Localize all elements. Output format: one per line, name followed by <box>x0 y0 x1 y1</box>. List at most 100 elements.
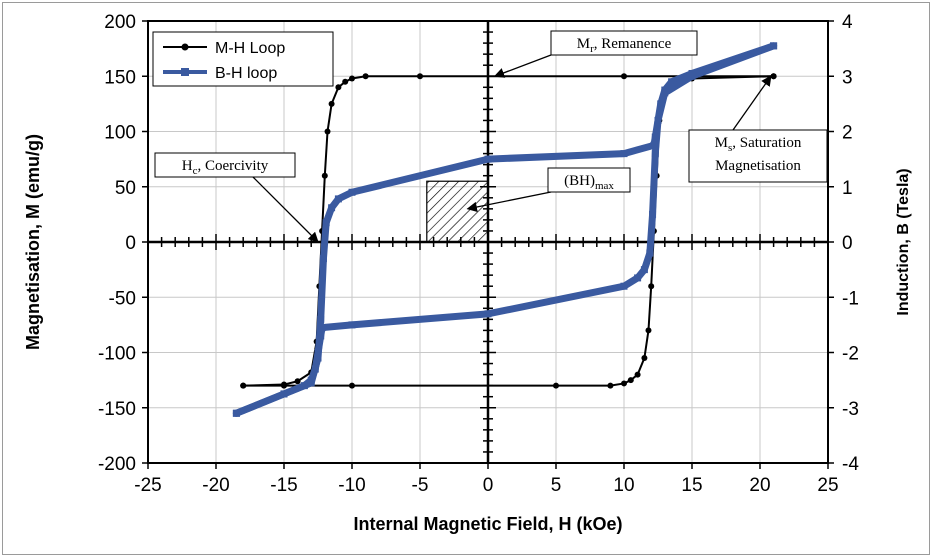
data-point <box>641 355 648 362</box>
legend-marker <box>181 43 189 51</box>
data-point <box>307 376 315 384</box>
annotation-arrow <box>466 191 552 213</box>
legend-label: M-H Loop <box>215 40 285 57</box>
annotation-box <box>154 152 296 178</box>
annotation-box <box>550 30 698 56</box>
annotations: Mr, Remanence Hc, Coercivity (BH)max Ms, Sa… <box>154 30 828 243</box>
data-point <box>321 172 328 179</box>
y2-tick-label: 2 <box>842 123 853 144</box>
data-point <box>688 72 696 80</box>
data-point <box>553 382 559 389</box>
y2-tick-label: 1 <box>842 178 853 199</box>
y2-tick-label: 0 <box>842 233 853 254</box>
tick-labels: -25 -20 -15 -10 -5 0 5 10 15 20 25-200-150-100-500… <box>23 12 912 534</box>
y-tick-label: 200 <box>104 12 136 33</box>
data-point <box>640 266 648 274</box>
hysteresis-chart: Mr, Remanence Hc, Coercivity (BH)max Ms, Sa… <box>23 12 912 534</box>
data-point <box>335 84 342 91</box>
annotation-box <box>547 167 631 193</box>
data-point <box>280 390 288 398</box>
data-point <box>607 382 614 389</box>
data-point <box>668 78 676 86</box>
x-tick-label: 20 <box>749 475 770 496</box>
annotation-3: Ms, Saturation Magnetisation <box>688 75 828 183</box>
data-point <box>484 155 492 163</box>
y-axis-title: Magnetisation, M (emu/g) <box>23 134 43 350</box>
annotation-box <box>688 129 828 183</box>
y-tick-label: 0 <box>125 233 136 254</box>
y2-axis-title: Induction, B (Tesla) <box>895 168 912 315</box>
legend-frame <box>152 31 334 87</box>
x-tick-label: 5 <box>551 475 562 496</box>
y2-tick-label: -2 <box>842 344 859 365</box>
y-tick-label: -100 <box>98 344 136 365</box>
x-tick-label: -15 <box>270 475 297 496</box>
x-tick-label: -20 <box>202 475 229 496</box>
y-tick-label: -200 <box>98 454 136 475</box>
data-point <box>648 283 655 290</box>
y2-tick-label: 3 <box>842 67 853 88</box>
x-tick-label: -10 <box>338 475 365 496</box>
data-point <box>318 324 326 332</box>
data-point <box>651 150 659 158</box>
data-point <box>334 195 342 203</box>
data-point <box>620 282 628 290</box>
data-point <box>362 73 369 80</box>
data-point <box>317 332 325 340</box>
y-tick-label: 150 <box>104 67 136 88</box>
annotation-text-line2: Magnetisation <box>715 158 801 174</box>
data-point <box>314 349 322 356</box>
y2-tick-label: -4 <box>842 454 859 475</box>
axes <box>142 20 834 469</box>
y2-tick-label: -3 <box>842 399 859 420</box>
data-point <box>770 42 778 50</box>
x-tick-label: 25 <box>817 475 838 496</box>
data-point <box>634 274 642 282</box>
annotation-arrow <box>252 176 319 243</box>
annotation-2: (BH)max <box>466 167 631 213</box>
legend-marker <box>181 68 189 76</box>
x-axis-title: Internal Magnetic Field, H (kOe) <box>353 514 622 534</box>
data-point <box>324 128 331 135</box>
annotation-arrow <box>493 54 552 78</box>
data-point <box>311 365 319 373</box>
series-line-lower_branch <box>232 42 778 417</box>
data-point <box>770 73 777 80</box>
data-point <box>328 204 336 212</box>
bhmax-box <box>426 180 489 243</box>
x-tick-label: -5 <box>412 475 429 496</box>
data-point <box>349 75 355 82</box>
data-point <box>348 188 356 196</box>
data-point <box>349 382 355 389</box>
y-tick-label: -150 <box>98 399 136 420</box>
annotation-text: Ms, Saturation <box>715 135 802 154</box>
x-tick-label: 10 <box>613 475 634 496</box>
annotation-0: Mr, Remanence <box>493 30 698 78</box>
series-layer <box>232 42 778 417</box>
data-point <box>646 249 654 257</box>
data-point <box>322 219 330 227</box>
data-point <box>317 315 325 323</box>
data-point <box>649 210 657 218</box>
data-point <box>645 327 652 334</box>
data-point <box>294 378 301 385</box>
y-tick-label: 50 <box>115 178 136 199</box>
data-point <box>661 89 669 97</box>
data-point <box>654 116 662 124</box>
annotation-text: Mr, Remanence <box>577 36 672 55</box>
legend-box: M-H Loop B-H loop <box>152 31 334 87</box>
data-point <box>627 377 634 384</box>
data-point <box>328 100 335 107</box>
data-point <box>232 409 240 417</box>
bhmax-rect <box>426 180 489 243</box>
data-point <box>634 371 641 378</box>
legend: M-H Loop B-H loop <box>152 31 334 87</box>
data-point <box>300 382 308 390</box>
x-tick-label: 0 <box>483 475 494 496</box>
y2-tick-label: -1 <box>842 288 859 309</box>
series-1 <box>232 42 778 417</box>
data-point <box>240 382 247 389</box>
data-point <box>417 73 423 80</box>
y2-tick-label: 4 <box>842 12 853 33</box>
annotation-text: (BH)max <box>564 173 614 192</box>
